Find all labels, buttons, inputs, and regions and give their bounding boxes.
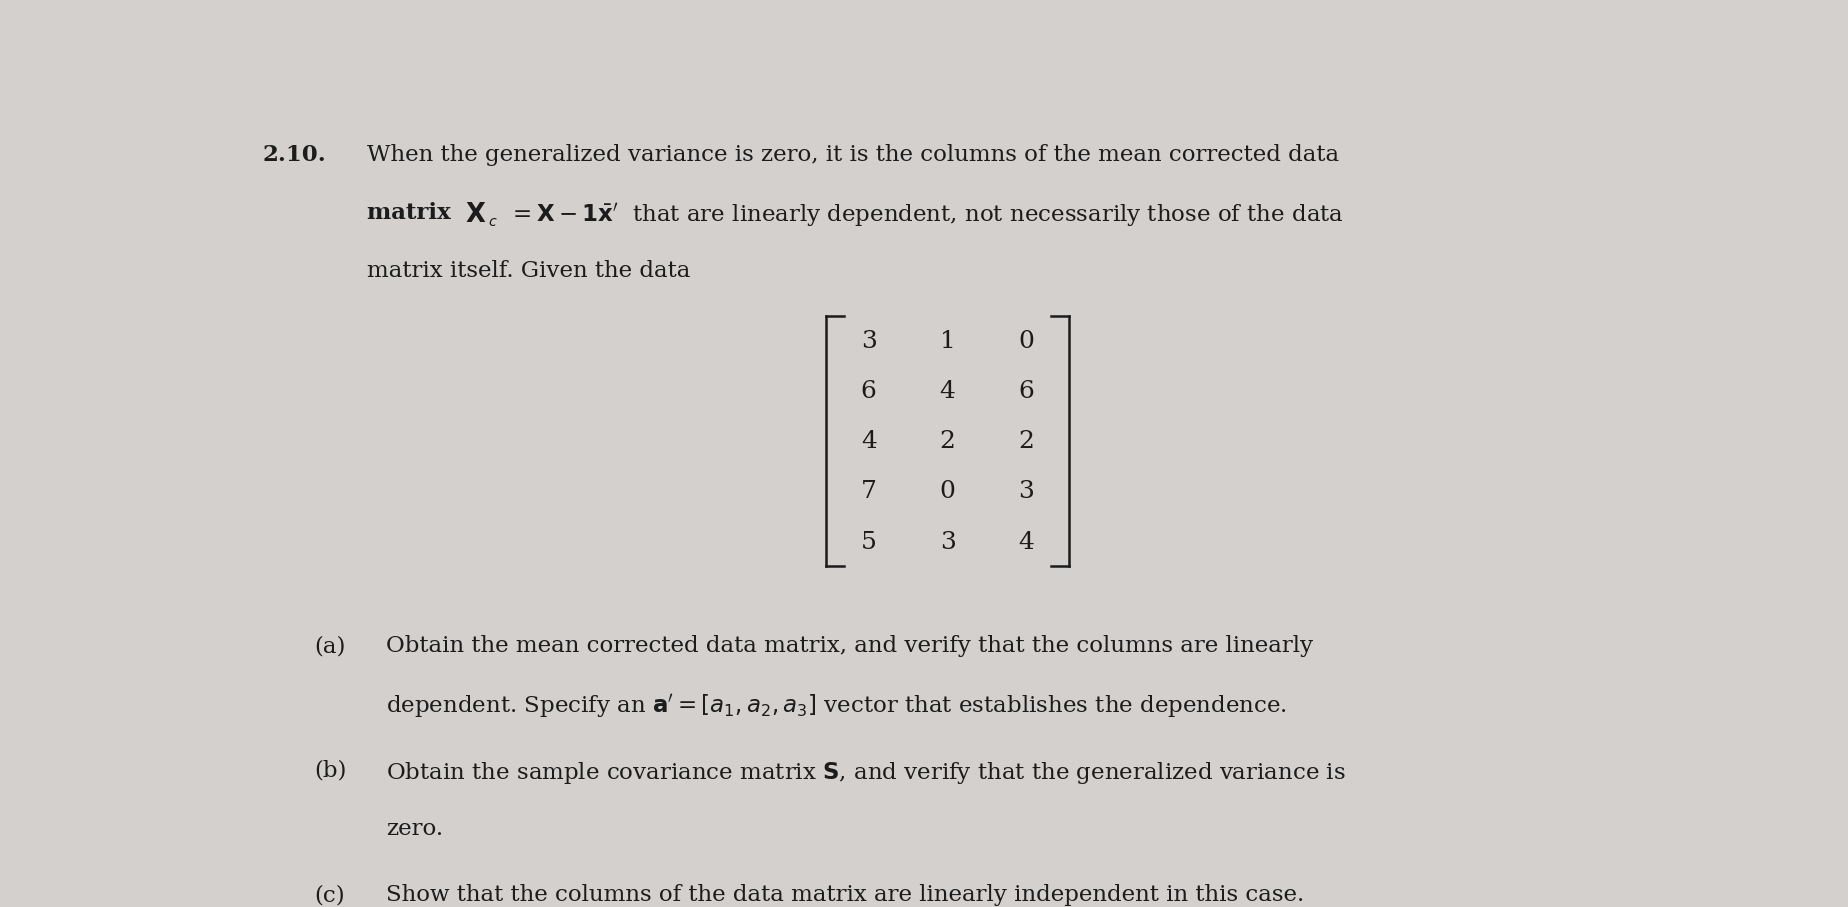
Text: zero.: zero. — [386, 818, 444, 840]
Text: Show that the columns of the data matrix are linearly independent in this case.: Show that the columns of the data matrix… — [386, 884, 1303, 906]
Text: matrix itself. Given the data: matrix itself. Given the data — [368, 259, 691, 282]
Text: 4: 4 — [861, 430, 876, 454]
Text: Obtain the mean corrected data matrix, and verify that the columns are linearly: Obtain the mean corrected data matrix, a… — [386, 636, 1312, 658]
Text: dependent. Specify an $\mathbf{a}' = [a_1, a_2, a_3]$ vector that establishes th: dependent. Specify an $\mathbf{a}' = [a_… — [386, 693, 1286, 721]
Text: 2.10.: 2.10. — [262, 144, 327, 166]
Text: Obtain the sample covariance matrix $\mathbf{S}$, and verify that the generalize: Obtain the sample covariance matrix $\ma… — [386, 760, 1345, 785]
Text: 6: 6 — [861, 380, 876, 403]
Text: 0: 0 — [939, 481, 955, 503]
Text: (b): (b) — [314, 760, 346, 782]
Text: When the generalized variance is zero, it is the columns of the mean corrected d: When the generalized variance is zero, i… — [368, 144, 1338, 166]
Text: (c): (c) — [314, 884, 346, 906]
Text: 2: 2 — [1018, 430, 1033, 454]
Text: $\mathbf{X}$: $\mathbf{X}$ — [464, 201, 486, 227]
Text: 0: 0 — [1018, 329, 1033, 353]
Text: $= \mathbf{X} - \mathbf{1}\bar{\mathbf{x}}'$  that are linearly dependent, not n: $= \mathbf{X} - \mathbf{1}\bar{\mathbf{x… — [508, 201, 1343, 229]
Text: 4: 4 — [1018, 531, 1033, 553]
Text: $_c$: $_c$ — [488, 210, 497, 229]
Text: matrix: matrix — [368, 201, 458, 224]
Text: 4: 4 — [939, 380, 955, 403]
Text: 3: 3 — [1018, 481, 1033, 503]
Text: 3: 3 — [939, 531, 955, 553]
Text: 1: 1 — [939, 329, 955, 353]
Text: 5: 5 — [861, 531, 876, 553]
Text: 7: 7 — [861, 481, 876, 503]
Text: 3: 3 — [861, 329, 876, 353]
Text: 6: 6 — [1018, 380, 1033, 403]
Text: 2: 2 — [939, 430, 955, 454]
Text: (a): (a) — [314, 636, 346, 658]
